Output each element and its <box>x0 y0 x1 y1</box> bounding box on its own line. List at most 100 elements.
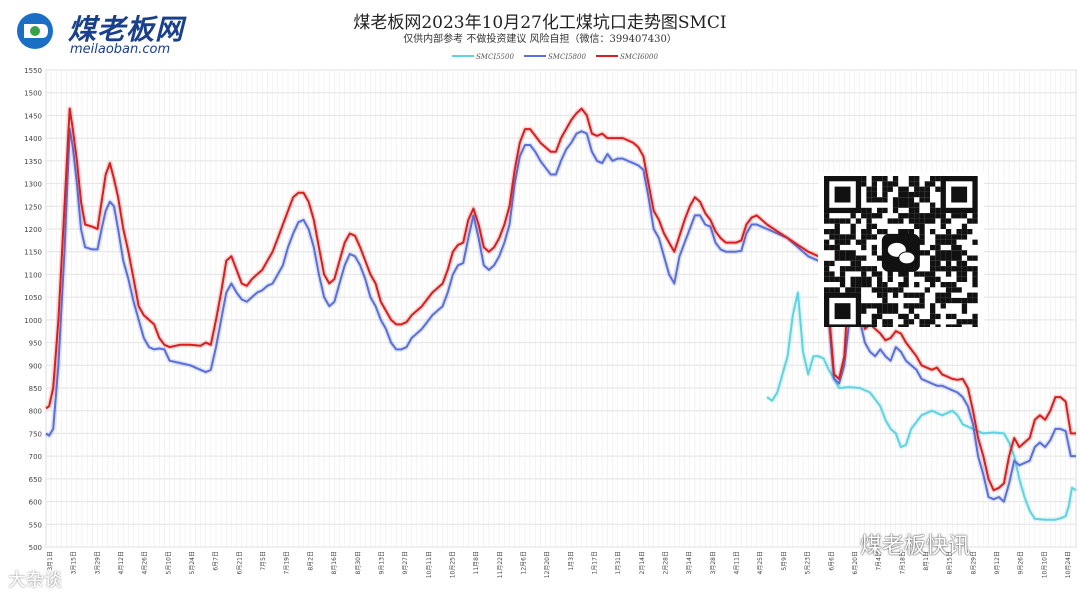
qr-module <box>967 218 973 224</box>
y-tick-label: 1450 <box>24 112 42 120</box>
qr-module <box>861 234 867 240</box>
chart-title: 煤老板网2023年10月27化工煤坑口走势图SMCI <box>353 13 727 33</box>
qr-module <box>850 255 856 261</box>
qr-module <box>908 229 915 235</box>
qr-module <box>930 218 936 224</box>
y-tick-label: 1350 <box>24 158 42 166</box>
logo-mark-icon <box>17 13 53 49</box>
qr-module <box>940 250 946 256</box>
x-tick-label: 8月2日 <box>307 551 314 571</box>
qr-module <box>839 266 846 272</box>
qr-module <box>961 234 968 240</box>
watermark-source: 煤老板快讯 <box>860 534 971 559</box>
qr-module <box>972 297 978 304</box>
x-tick-label: 6月7日 <box>213 551 220 571</box>
x-tick-label: 7月4日 <box>876 551 883 571</box>
qr-module <box>871 176 877 182</box>
qr-module <box>908 213 915 219</box>
qr-module <box>908 202 915 208</box>
qr-module <box>951 213 957 219</box>
series-line <box>766 291 1077 521</box>
qr-module <box>882 181 888 187</box>
qr-module <box>898 191 904 198</box>
qr-module <box>898 313 904 320</box>
qr-module <box>882 308 888 314</box>
qr-module <box>839 276 846 282</box>
qr-module <box>877 287 883 293</box>
qr-module <box>866 218 872 224</box>
qr-module <box>935 250 941 256</box>
y-tick-label: 900 <box>29 362 42 370</box>
qr-module <box>972 218 978 224</box>
qr-module <box>824 244 830 251</box>
qr-module <box>972 276 978 282</box>
qr-module <box>908 218 915 224</box>
qr-module <box>919 218 925 224</box>
qr-module <box>919 234 925 240</box>
qr-module <box>850 234 856 240</box>
qr-module <box>887 324 893 330</box>
y-tick-label: 700 <box>29 453 42 461</box>
qr-module <box>903 303 909 309</box>
qr-module <box>951 239 957 245</box>
qr-module <box>866 229 872 235</box>
qr-module <box>924 250 930 256</box>
qr-module <box>903 213 909 219</box>
qr-module <box>892 287 899 293</box>
qr-module <box>882 303 888 309</box>
y-tick-label: 550 <box>29 521 42 529</box>
qr-module <box>945 266 952 272</box>
qr-module <box>829 244 835 251</box>
qr-module <box>972 239 978 245</box>
x-tick-label: 12月20日 <box>544 551 551 578</box>
qr-module <box>914 213 920 219</box>
qr-module <box>935 324 941 330</box>
qr-module <box>945 260 952 267</box>
qr-module <box>945 229 952 235</box>
x-tick-label: 3月14日 <box>686 551 693 574</box>
qr-module <box>877 229 883 235</box>
qr-module <box>866 207 872 214</box>
qr-module <box>892 303 899 309</box>
qr-module <box>834 244 840 251</box>
qr-module <box>871 324 877 330</box>
qr-module <box>861 176 867 182</box>
qr-module <box>961 319 968 325</box>
qr-module <box>850 213 856 219</box>
y-tick-label: 500 <box>29 544 42 552</box>
qr-module <box>887 308 893 314</box>
x-axis: 3月1日 3月15日 3月29日 4月12日 4月26日 5月10日 5月24日 6月7日 6月… <box>47 551 1072 578</box>
qr-module <box>908 308 915 314</box>
qr-module <box>930 303 936 309</box>
qr-module <box>930 255 936 261</box>
qr-module <box>914 292 920 298</box>
qr-module <box>919 297 925 304</box>
legend: SMCI5500 SMCI5800 SMCI6000 <box>452 53 658 61</box>
qr-module <box>951 282 957 288</box>
qr-module <box>892 207 899 214</box>
qr-module <box>924 197 930 203</box>
qr-module <box>861 266 867 272</box>
qr-module <box>919 271 925 277</box>
qr-module <box>903 197 909 203</box>
qr-module <box>871 223 877 229</box>
qr-module <box>961 266 968 272</box>
qr-module <box>861 324 867 330</box>
qr-module <box>935 213 941 219</box>
qr-module <box>945 255 952 261</box>
qr-module <box>930 207 936 214</box>
qr-module <box>903 229 909 235</box>
qr-module <box>850 223 856 229</box>
x-tick-label: 9月13日 <box>378 551 385 574</box>
qr-module <box>919 197 925 203</box>
qr-finder-core <box>834 186 851 203</box>
qr-module <box>898 287 904 293</box>
watermark-corner: 大杂谈 <box>8 570 62 591</box>
qr-module <box>956 250 962 256</box>
qr-module <box>861 303 867 309</box>
qr-module <box>855 266 862 272</box>
qr-module <box>871 319 877 325</box>
qr-module <box>930 308 936 314</box>
qr-module <box>908 292 915 298</box>
qr-module <box>871 287 877 293</box>
